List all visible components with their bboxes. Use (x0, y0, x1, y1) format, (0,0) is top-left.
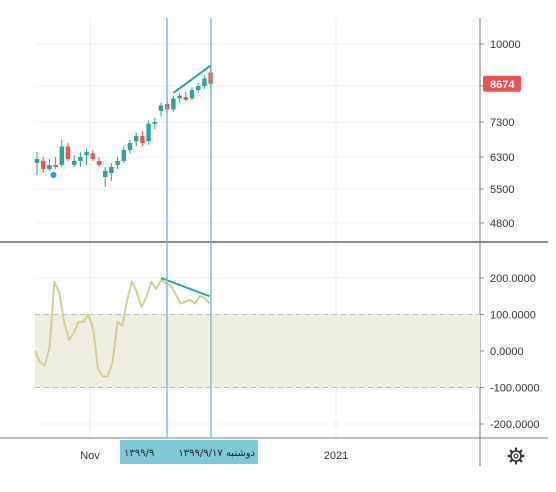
candle[interactable] (41, 157, 46, 173)
time-highlight: ۱۳۹۹/۹ ۱۳۹۹/۹/۱۷ دوشنبه (120, 440, 258, 464)
candle-body (146, 123, 151, 142)
candle-body (41, 161, 46, 169)
candle[interactable] (171, 95, 176, 113)
candle-body (34, 159, 40, 163)
price-axis-label: 5500 (490, 184, 514, 196)
candle[interactable] (90, 150, 95, 161)
price-pane[interactable] (34, 64, 213, 187)
candle-body (59, 146, 64, 165)
candle[interactable] (59, 139, 64, 168)
price-axis-label: 4800 (490, 218, 514, 230)
price-axis-label: 6300 (490, 152, 514, 164)
candle-body (65, 146, 71, 159)
candle-body (152, 122, 157, 124)
candle-body (53, 165, 58, 167)
crosshair-layer (166, 18, 212, 437)
price-axis-label: 7300 (490, 117, 514, 129)
candle[interactable] (152, 117, 157, 129)
candle[interactable] (72, 155, 77, 167)
candle[interactable] (34, 151, 40, 175)
candle[interactable] (134, 132, 139, 147)
oscillator-axis-label: 100.0000 (490, 310, 536, 322)
time-highlight-bg (120, 440, 258, 464)
time-axis-label: 2021 (324, 450, 348, 462)
gear-icon[interactable] (507, 447, 525, 465)
candle-body (72, 161, 77, 165)
oscillator-trendline[interactable] (160, 277, 210, 298)
price-axis-label: 10000 (490, 39, 521, 51)
candle-body (109, 167, 114, 173)
candle-body (177, 95, 182, 99)
candle-body (196, 86, 201, 91)
candle[interactable] (189, 87, 195, 100)
oscillator-axis-label: 0.0000 (490, 346, 524, 358)
candle-body (189, 90, 195, 99)
candle[interactable] (202, 75, 207, 89)
candle[interactable] (109, 163, 114, 181)
candle[interactable] (53, 157, 58, 169)
oscillator-line[interactable] (34, 278, 211, 378)
candle-body (84, 151, 89, 156)
time-axis[interactable]: Nov 2021 (80, 450, 348, 462)
oscillator-axis-label: -100.0000 (490, 383, 540, 395)
candle-body (103, 171, 108, 177)
candle-body (140, 136, 145, 143)
time-highlight-left-label: ۱۳۹۹/۹ (124, 448, 154, 459)
time-axis-label: Nov (80, 450, 100, 462)
price-trendline[interactable] (172, 64, 212, 94)
grid-layer (0, 18, 548, 466)
candle-body (121, 150, 126, 161)
candle[interactable] (177, 92, 182, 103)
settings-button[interactable] (507, 447, 525, 465)
candle[interactable] (158, 102, 164, 117)
candle-body (183, 97, 188, 100)
candle[interactable] (146, 120, 151, 145)
candle-body (47, 165, 52, 169)
candle-body (158, 105, 164, 111)
candle-body (127, 143, 133, 150)
gear-hub (513, 453, 519, 459)
candle[interactable] (183, 91, 188, 102)
candle-body (96, 161, 102, 165)
candle[interactable] (65, 143, 71, 161)
candle[interactable] (103, 167, 108, 187)
candle-body (90, 153, 95, 159)
candle[interactable] (96, 157, 102, 167)
oscillator-axis-label: 200.0000 (490, 273, 536, 285)
oscillator-axis-label: -200.0000 (490, 419, 540, 431)
candle[interactable] (140, 130, 145, 147)
oscillator-axis[interactable]: 200.0000 100.0000 0.0000 -100.0000 -200.0000 (480, 273, 540, 431)
oscillator-pane[interactable] (34, 277, 480, 388)
candle[interactable] (127, 139, 133, 154)
candle-body (134, 136, 139, 142)
candle[interactable] (121, 146, 126, 164)
candle[interactable] (115, 157, 120, 169)
price-marker-dot[interactable] (50, 172, 57, 178)
candle[interactable] (47, 159, 52, 171)
candle[interactable] (196, 83, 201, 93)
last-price-badge: 8674 (483, 75, 521, 92)
candle-body (202, 78, 207, 86)
candle[interactable] (84, 148, 89, 165)
candle-body (78, 157, 83, 161)
last-price-label: 8674 (490, 79, 515, 91)
candle-body (171, 98, 176, 110)
price-axis[interactable]: 1000086007300630055004800 (480, 39, 521, 230)
last-price-badge-bg (483, 75, 521, 92)
candle[interactable] (78, 151, 83, 167)
candle-body (115, 161, 120, 165)
time-highlight-right-label: ۱۳۹۹/۹/۱۷ دوشنبه (178, 448, 255, 459)
